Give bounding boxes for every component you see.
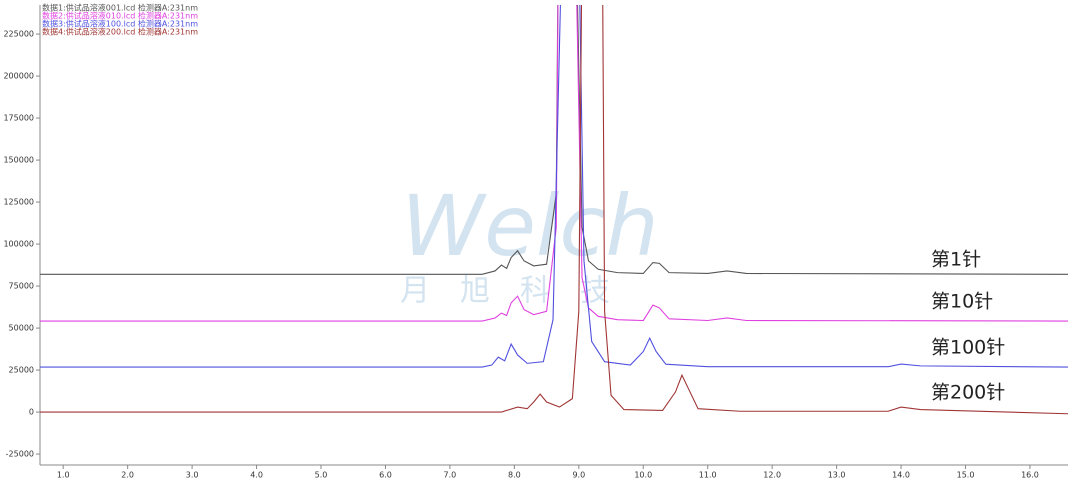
x-tick-label: 5.0 bbox=[315, 471, 328, 480]
x-tick-label: 13.0 bbox=[828, 471, 846, 480]
x-tick-label: 10.0 bbox=[634, 471, 652, 480]
x-tick-label: 15.0 bbox=[957, 471, 975, 480]
x-tick-label: 8.0 bbox=[508, 471, 521, 480]
annotation: 第200针 bbox=[931, 382, 1005, 404]
y-tick-label: 200000 bbox=[3, 72, 34, 81]
legend-entry: 数据4:供试品溶液200.lcd 检测器A:231nm bbox=[42, 27, 198, 37]
series-line bbox=[40, 5, 1068, 368]
x-tick-label: 4.0 bbox=[250, 471, 263, 480]
y-tick-label: 125000 bbox=[3, 198, 34, 207]
y-tick-label: 50000 bbox=[9, 324, 34, 333]
annotation: 第1针 bbox=[931, 249, 981, 271]
y-tick-label: -25000 bbox=[6, 450, 34, 459]
series-line bbox=[40, 5, 1068, 322]
x-tick-label: 3.0 bbox=[186, 471, 199, 480]
x-tick-label: 12.0 bbox=[763, 471, 781, 480]
x-tick-label: 2.0 bbox=[121, 471, 134, 480]
y-tick-label: 25000 bbox=[9, 366, 34, 375]
plot-area bbox=[40, 5, 1068, 465]
x-tick-label: 6.0 bbox=[379, 471, 392, 480]
legend-entry: 数据2:供试品溶液010.lcd 检测器A:231nm bbox=[42, 11, 198, 21]
watermark-sub: 月旭科技 bbox=[400, 274, 640, 309]
y-tick-label: 100000 bbox=[3, 240, 34, 249]
y-tick-label: 0 bbox=[29, 408, 34, 417]
y-tick-label: 175000 bbox=[3, 114, 34, 123]
watermark: Welch bbox=[401, 177, 659, 275]
x-tick-label: 14.0 bbox=[892, 471, 910, 480]
x-tick-label: 7.0 bbox=[444, 471, 457, 480]
legend-entry: 数据3:供试品溶液100.lcd 检测器A:231nm bbox=[42, 19, 198, 29]
x-tick-label: 11.0 bbox=[699, 471, 717, 480]
x-tick-label: 16.0 bbox=[1021, 471, 1039, 480]
y-tick-label: 75000 bbox=[9, 282, 34, 291]
legend-entry: 数据1:供试品溶液001.lcd 检测器A:231nm bbox=[42, 3, 198, 13]
x-tick-label: 9.0 bbox=[572, 471, 585, 480]
annotation: 第100针 bbox=[931, 337, 1005, 359]
series-line bbox=[40, 5, 1068, 275]
x-tick-label: 1.0 bbox=[57, 471, 70, 480]
annotation: 第10针 bbox=[931, 291, 993, 313]
y-tick-label: 150000 bbox=[3, 156, 34, 165]
y-tick-label: 225000 bbox=[3, 30, 34, 39]
series-line bbox=[40, 5, 1068, 415]
